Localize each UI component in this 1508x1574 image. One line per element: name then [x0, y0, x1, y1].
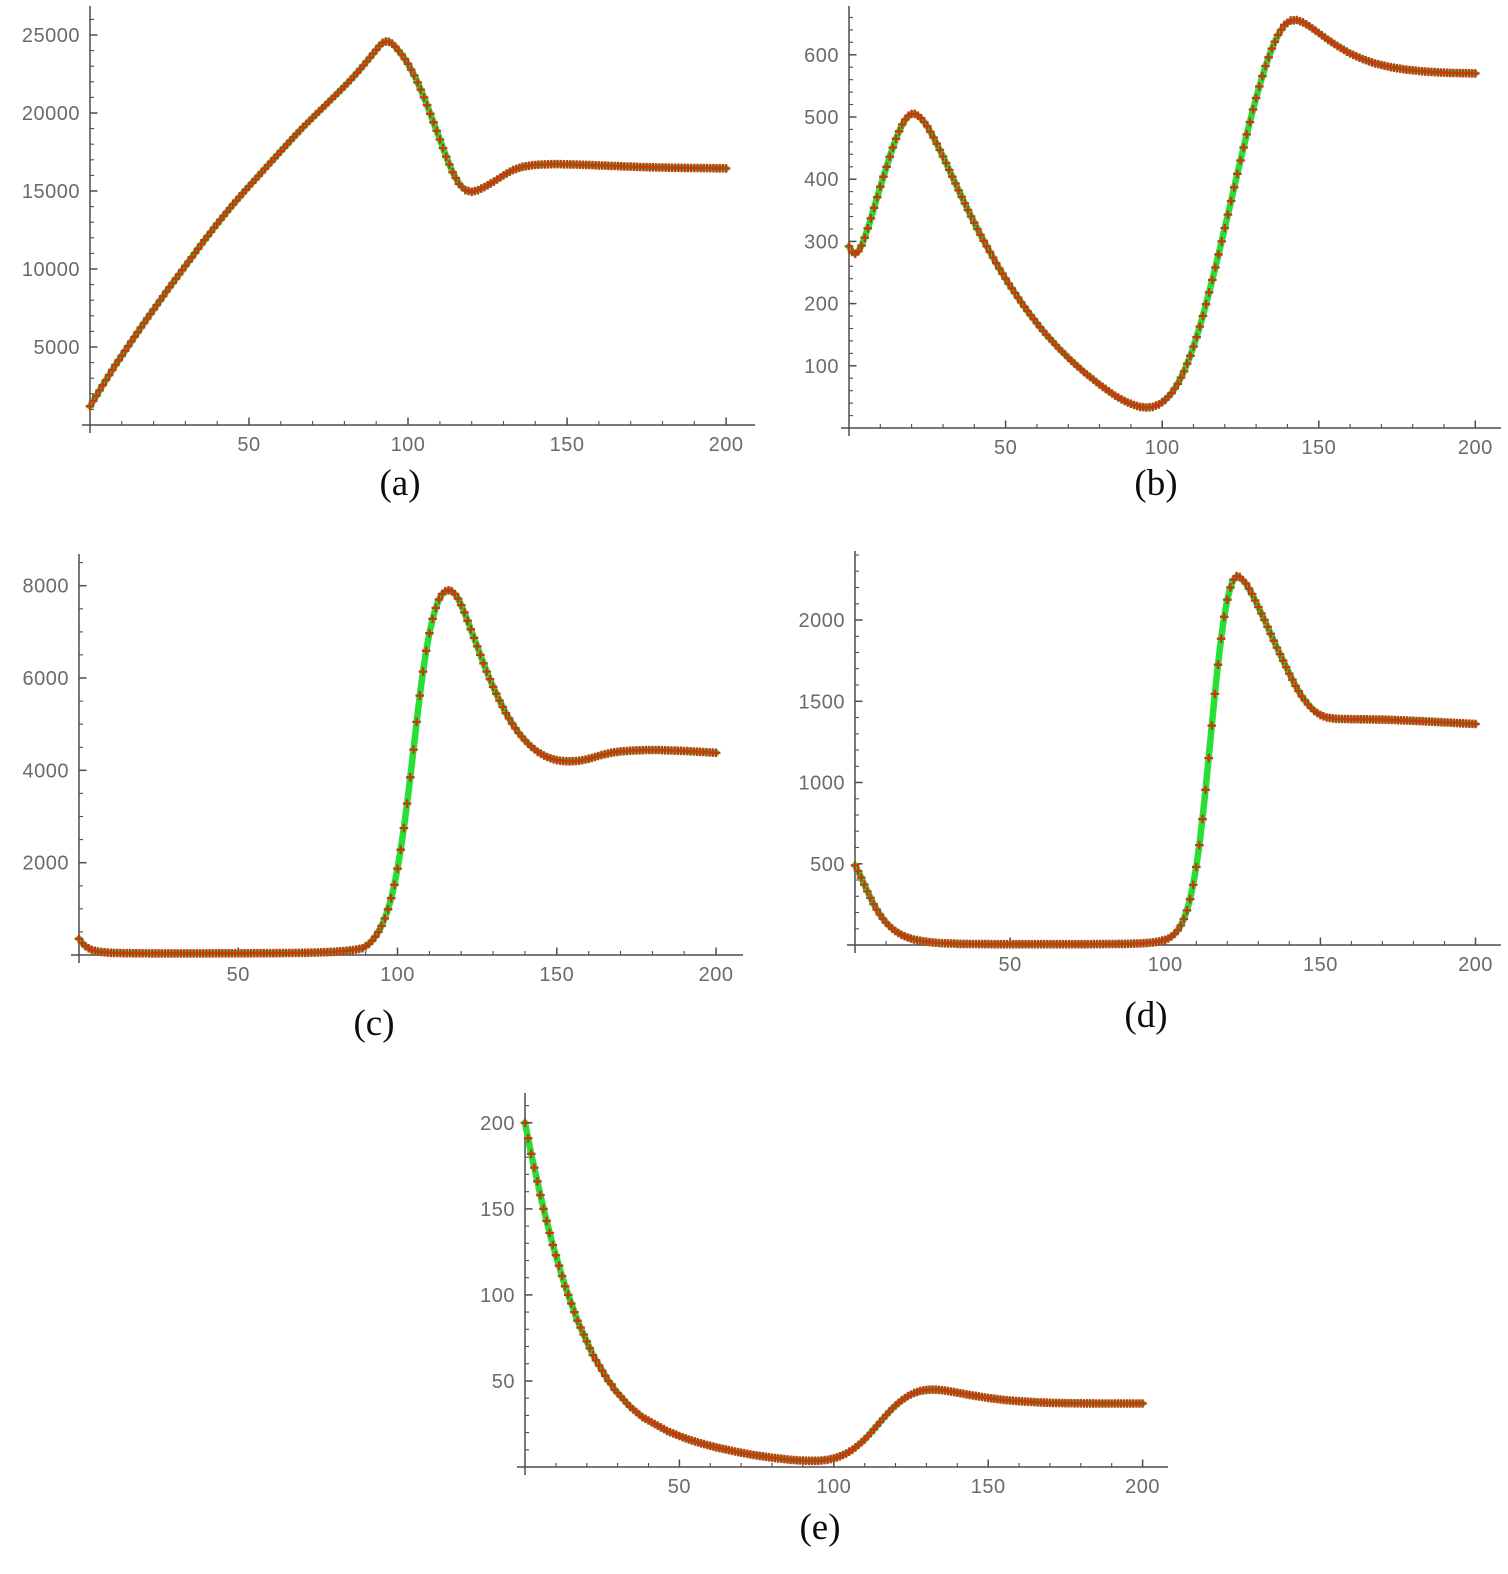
series-line-c: [75, 587, 720, 957]
series-markers-e: [520, 1118, 1147, 1466]
y-tick-label: 300: [804, 231, 839, 253]
series-line-e: [521, 1119, 1146, 1465]
panel-label-e: (e): [799, 1507, 841, 1548]
series-line-b: [845, 16, 1479, 411]
y-tick-label: 500: [804, 107, 839, 129]
x-tick-label: 200: [699, 964, 734, 986]
subplot-e-canvas: 50 100 150 200 50 100 150 200: [480, 1093, 1168, 1498]
x-tick-label: 50: [998, 954, 1021, 975]
subplot-b: 50 100 150 200 100 200 300 400 500 600: [763, 0, 1503, 463]
subplot-d-canvas: 50 100 150 200 500 1000 1500 2000: [799, 551, 1501, 976]
x-tick-label: 50: [994, 437, 1017, 458]
x-tick-label: 50: [227, 964, 250, 986]
series-markers-d: [850, 571, 1480, 949]
x-tick-label: 200: [1458, 954, 1493, 975]
subplot-c-canvas: 50 100 150 200 2000 4000 6000 8000: [23, 554, 743, 986]
panel-label-b: (b): [1134, 463, 1178, 504]
x-tick-label: 150: [1301, 437, 1336, 458]
x-tick-label: 50: [668, 1476, 691, 1498]
panel-label-d: (d): [1124, 995, 1168, 1036]
subplot-a: 50 100 150 200 5000 10000 15000 20000 25000: [5, 0, 757, 463]
series-line-d: [851, 573, 1479, 948]
y-tick-label: 400: [804, 169, 839, 191]
subplot-a-canvas: 50 100 150 200 5000 10000 15000 20000 25000: [22, 6, 755, 456]
x-tick-label: 200: [709, 434, 744, 456]
subplot-e: 50 100 150 200 50 100 150 200: [455, 1085, 1170, 1505]
y-tick-label: 1500: [799, 691, 846, 713]
y-tick-label: 500: [810, 854, 845, 876]
panel-label-a: (a): [379, 463, 421, 504]
x-tick-label: 100: [1145, 437, 1180, 458]
series-markers-c: [74, 586, 721, 958]
y-tick-label: 10000: [22, 259, 80, 281]
y-tick-label: 2000: [23, 853, 70, 875]
y-tick-label: 4000: [23, 760, 70, 782]
subplot-b-canvas: 50 100 150 200 100 200 300 400 500 600: [804, 6, 1501, 459]
y-tick-label: 200: [804, 294, 839, 316]
x-tick-label: 100: [1148, 954, 1183, 975]
x-tick-label: 150: [1303, 954, 1338, 975]
y-tick-label: 5000: [34, 337, 81, 359]
panel-label-c: (c): [353, 1003, 395, 1044]
y-tick-label: 25000: [22, 25, 80, 47]
x-tick-label: 200: [1125, 1476, 1160, 1498]
x-tick-label: 50: [237, 434, 260, 456]
x-tick-label: 100: [391, 434, 426, 456]
series-markers-a: [85, 37, 731, 411]
y-tick-label: 150: [480, 1199, 515, 1221]
x-tick-label: 150: [550, 434, 585, 456]
subplot-c: 50 100 150 200 2000 4000 6000 8000: [0, 548, 745, 993]
x-tick-label: 200: [1458, 437, 1493, 458]
y-tick-label: 100: [804, 356, 839, 378]
series-line-a: [86, 38, 730, 410]
y-tick-label: 2000: [799, 610, 846, 632]
y-tick-label: 50: [492, 1371, 515, 1393]
y-tick-label: 6000: [23, 668, 70, 690]
y-tick-label: 100: [480, 1285, 515, 1307]
x-tick-label: 100: [380, 964, 415, 986]
x-tick-label: 100: [816, 1476, 851, 1498]
x-tick-label: 150: [539, 964, 574, 986]
y-tick-label: 8000: [23, 576, 70, 598]
subplot-d: 50 100 150 200 500 1000 1500 2000: [763, 545, 1503, 980]
series-markers-b: [844, 15, 1480, 412]
y-tick-label: 200: [480, 1113, 515, 1135]
y-tick-label: 20000: [22, 103, 80, 125]
y-tick-label: 600: [804, 45, 839, 67]
x-tick-label: 150: [971, 1476, 1006, 1498]
y-tick-label: 1000: [799, 773, 846, 795]
y-tick-label: 15000: [22, 181, 80, 203]
